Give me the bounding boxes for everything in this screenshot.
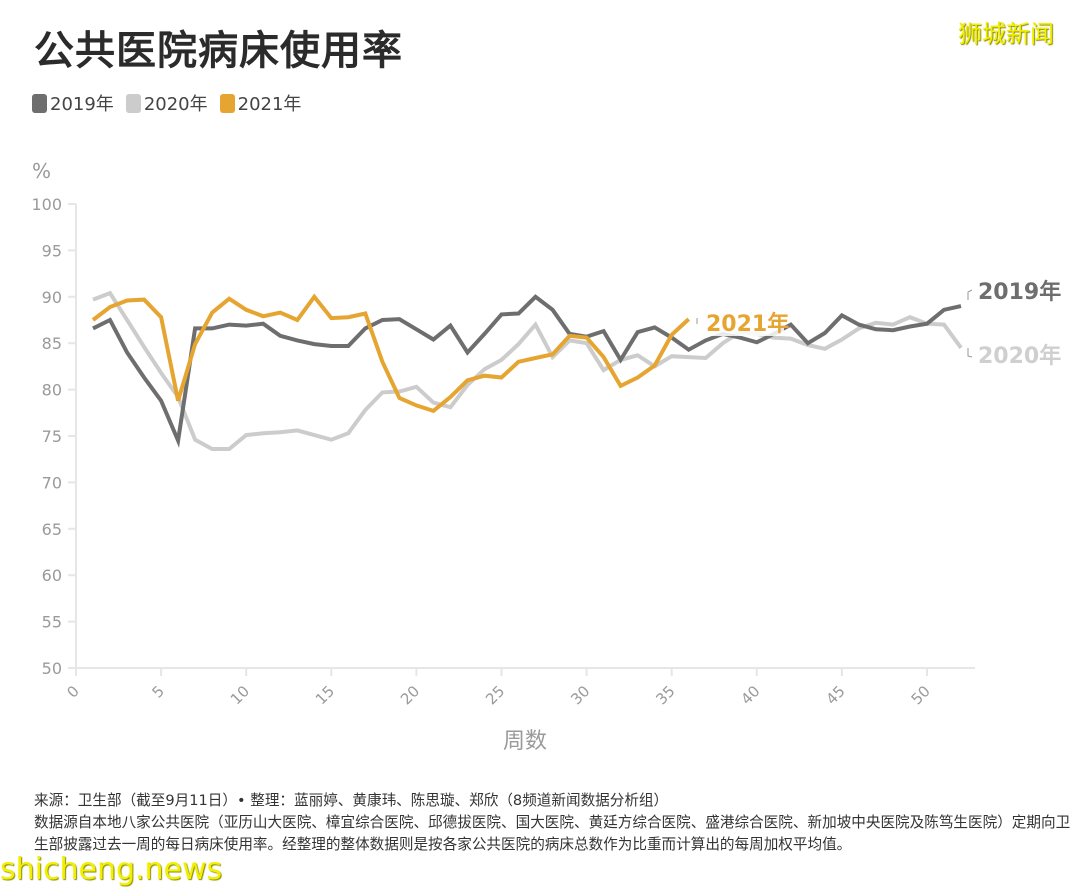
x-axis-label: 周数 xyxy=(503,729,547,754)
y-tick-label: 50 xyxy=(42,659,62,678)
y-tick-label: 80 xyxy=(42,381,62,400)
annotation-2021: 2021年 xyxy=(706,311,789,337)
x-tick-label: 0 xyxy=(63,682,82,701)
y-tick-label: 100 xyxy=(31,195,62,214)
x-axis: 0 5 10 15 20 25 30 35 40 45 50 xyxy=(63,667,975,708)
annotation-2020: 2020年 xyxy=(978,343,1061,369)
chart-title: 公共医院病床使用率 xyxy=(34,28,403,74)
legend: 2019年 2020年 2021年 xyxy=(32,90,305,116)
series-lines xyxy=(91,290,963,451)
line-annotations: 2019年 2020年 2021年 xyxy=(696,279,1061,369)
legend-label: 2021年 xyxy=(237,94,302,115)
y-tick-label: 75 xyxy=(42,427,62,446)
x-tick-label: 45 xyxy=(822,682,848,708)
watermark-logo: 狮城新闻 xyxy=(958,20,1054,48)
y-tick-label: 85 xyxy=(42,334,62,353)
line-chart: % 50 55 60 65 70 75 80 85 90 95 100 0 5 10 15 20 25 30 35… xyxy=(31,159,1061,754)
source-credit: 来源：卫生部（截至9月11日）• 整理：蓝丽婷、黄康玮、陈思璇、郑欣（8频道新闻… xyxy=(34,792,669,809)
x-tick-label: 30 xyxy=(567,682,593,708)
y-tick-label: 55 xyxy=(42,613,62,632)
y-tick-label: 95 xyxy=(42,241,62,260)
x-tick-label: 40 xyxy=(737,682,763,708)
y-axis-label: % xyxy=(32,159,51,183)
x-tick-label: 20 xyxy=(397,682,423,708)
legend-swatch-2021 xyxy=(219,93,235,113)
y-tick-label: 65 xyxy=(42,520,62,539)
watermark-url: shicheng.news xyxy=(0,852,223,887)
x-tick-label: 25 xyxy=(482,682,508,708)
x-tick-label: 5 xyxy=(148,682,167,701)
annotation-2019: 2019年 xyxy=(978,279,1061,305)
series-line-2019年[interactable] xyxy=(92,294,962,448)
y-tick-label: 70 xyxy=(42,473,62,492)
footer-notes: 来源：卫生部（截至9月11日）• 整理：蓝丽婷、黄康玮、陈思璇、郑欣（8频道新闻… xyxy=(34,790,1074,856)
legend-label: 2020年 xyxy=(143,94,208,115)
x-tick-label: 35 xyxy=(652,682,678,708)
legend-item-2019[interactable]: 2019年 xyxy=(32,90,114,116)
y-tick-label: 90 xyxy=(42,288,62,307)
legend-swatch-2019 xyxy=(32,93,47,113)
y-tick-label: 60 xyxy=(42,566,62,585)
y-axis: 50 55 60 65 70 75 80 85 90 95 100 xyxy=(31,195,77,678)
legend-item-2020[interactable]: 2020年 xyxy=(125,90,208,116)
legend-label: 2019年 xyxy=(50,94,114,115)
x-tick-label: 15 xyxy=(312,682,338,708)
series-line-2020年[interactable] xyxy=(92,290,963,451)
legend-swatch-2020 xyxy=(125,93,141,113)
x-tick-label: 10 xyxy=(227,682,253,708)
series-line-2021年[interactable] xyxy=(91,293,691,414)
x-tick-label: 50 xyxy=(908,682,934,708)
legend-item-2021[interactable]: 2021年 xyxy=(219,90,302,116)
methodology-note: 数据源自本地八家公共医院（亚历山大医院、樟宜综合医院、邱德拔医院、国大医院、黄廷… xyxy=(34,814,1071,853)
